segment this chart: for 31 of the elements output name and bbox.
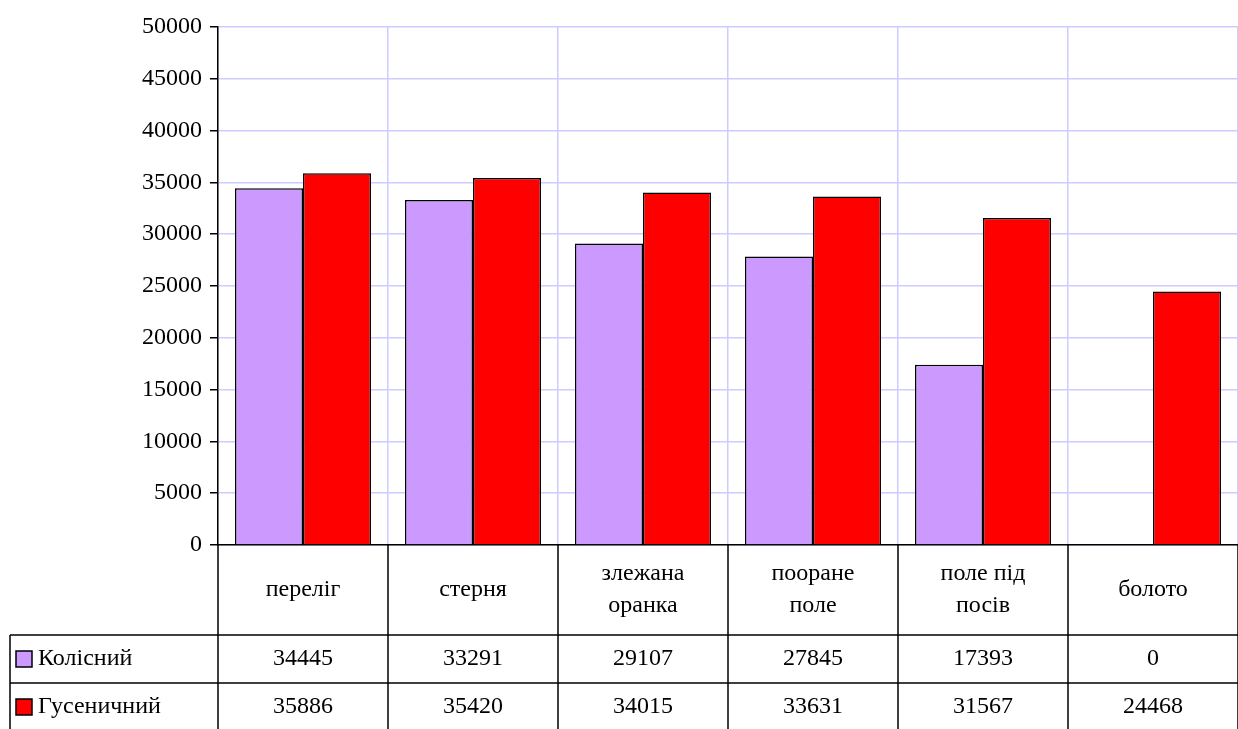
x-tick-label: поле під посів: [940, 559, 1026, 618]
data-label: 27845: [783, 644, 843, 671]
data-label: 34445: [273, 644, 333, 671]
y-tick-label: 50000: [142, 12, 202, 39]
x-tick-label: пооране поле: [771, 559, 855, 618]
data-label: 35886: [273, 692, 333, 719]
data-label: 17393: [953, 644, 1013, 671]
y-tick-label: 15000: [142, 374, 202, 401]
y-tick-label: 40000: [142, 115, 202, 142]
x-tick-label: стерня: [439, 575, 507, 602]
y-tick-label: 10000: [142, 426, 202, 453]
data-label: 31567: [953, 692, 1013, 719]
y-tick-label: 35000: [142, 167, 202, 194]
x-tick-label: переліг: [265, 575, 341, 602]
data-label: 29107: [613, 644, 673, 671]
y-tick-label: 0: [190, 530, 202, 557]
legend-label: Колісний: [38, 644, 133, 671]
y-tick-label: 20000: [142, 323, 202, 350]
data-label: 0: [1147, 644, 1159, 671]
data-label: 24468: [1123, 692, 1183, 719]
x-tick-label: злежана оранка: [601, 559, 685, 618]
legend-label: Гусеничний: [38, 692, 161, 719]
data-label: 35420: [443, 692, 503, 719]
data-label: 33291: [443, 644, 503, 671]
y-tick-label: 25000: [142, 271, 202, 298]
y-tick-label: 30000: [142, 219, 202, 246]
data-label: 34015: [613, 692, 673, 719]
x-tick-label: болото: [1118, 575, 1188, 602]
y-tick-label: 45000: [142, 64, 202, 91]
y-tick-label: 5000: [154, 478, 202, 505]
data-label: 33631: [783, 692, 843, 719]
